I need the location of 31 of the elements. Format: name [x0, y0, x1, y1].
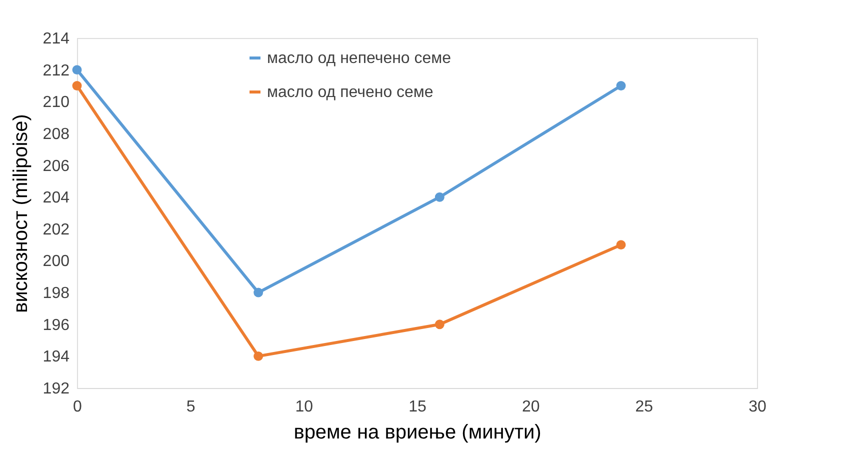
y-tick-label: 198 — [42, 285, 70, 302]
x-tick-label: 15 — [408, 398, 426, 416]
point — [434, 192, 444, 202]
x-tick-label: 25 — [635, 398, 654, 416]
y-tick-label: 194 — [42, 348, 70, 366]
y-tick-label: 202 — [42, 221, 70, 238]
y-tick-label: 200 — [42, 253, 70, 270]
y-tick-label: 206 — [42, 158, 70, 175]
legend-label: масло од печено семе — [267, 84, 434, 101]
x-tick-label: 5 — [186, 398, 196, 416]
y-axis-title: вискозност (milipoise) — [10, 114, 32, 313]
y-tick-label: 192 — [42, 380, 70, 398]
point — [616, 80, 626, 90]
y-tick-label: 214 — [42, 30, 70, 48]
point — [72, 80, 82, 90]
y-tick-label: 208 — [42, 126, 70, 143]
point — [72, 65, 82, 75]
y-tick-label: 210 — [42, 94, 70, 112]
y-tick-label: 196 — [42, 316, 70, 334]
point — [434, 320, 444, 330]
x-tick-label: 20 — [522, 398, 540, 416]
y-tick-label: 204 — [42, 190, 70, 207]
x-axis-title: време на вриење (минути) — [294, 422, 542, 444]
point — [254, 288, 264, 298]
point — [616, 240, 626, 250]
point — [254, 351, 264, 361]
x-tick-label: 0 — [73, 398, 82, 416]
legend-label: масло од непечено семе — [267, 50, 452, 67]
y-tick-label: 212 — [42, 62, 70, 80]
x-tick-label: 30 — [748, 398, 766, 416]
x-tick-label: 10 — [295, 398, 314, 416]
